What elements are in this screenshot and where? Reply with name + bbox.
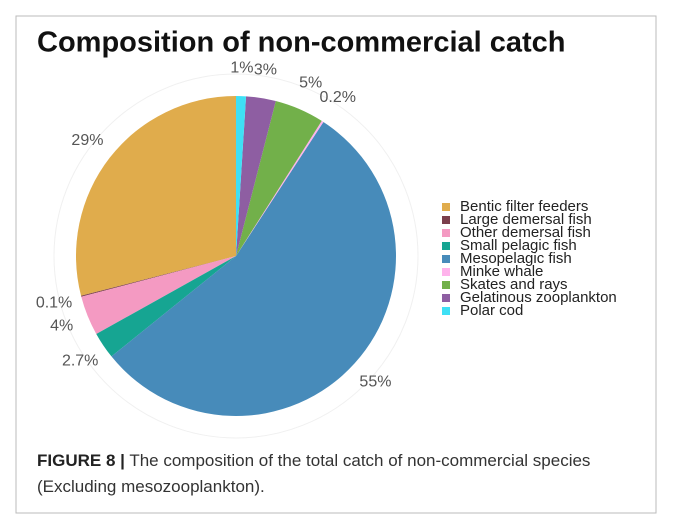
outer-ring — [53, 73, 419, 439]
value-label: 0.2% — [319, 89, 355, 106]
legend-swatch — [442, 203, 450, 211]
caption: FIGURE 8 | The composition of the total … — [37, 448, 647, 500]
legend-label: Skates and rays — [460, 276, 568, 293]
value-label: 5% — [299, 75, 322, 92]
value-label: 1% — [230, 59, 253, 76]
pie-slice — [96, 256, 236, 357]
legend-swatch — [442, 255, 450, 263]
caption-label: FIGURE 8 | — [37, 451, 125, 470]
legend-label: Small pelagic fish — [460, 237, 577, 254]
value-label: 3% — [254, 62, 277, 79]
legend-swatch — [442, 242, 450, 250]
pie-slice — [236, 101, 322, 256]
caption-text: The composition of the total catch of no… — [37, 451, 591, 496]
legend-label: Large demersal fish — [460, 211, 592, 228]
value-label: 2.7% — [62, 352, 98, 369]
pie-slice — [236, 120, 324, 256]
legend-label: Mesopelagic fish — [460, 250, 572, 267]
legend-swatch — [442, 229, 450, 237]
legend-label: Minke whale — [460, 263, 543, 280]
legend-label: Gelatinous zooplankton — [460, 289, 617, 306]
legend-swatch — [442, 307, 450, 315]
value-label: 0.1% — [36, 295, 72, 312]
pie-slice — [75, 96, 237, 296]
chart-title: Composition of non-commercial catch — [37, 27, 566, 59]
legend-label: Other demersal fish — [460, 224, 591, 241]
value-label: 4% — [50, 318, 73, 335]
pie-slice — [236, 96, 276, 256]
pie-slice — [236, 96, 247, 256]
value-label: 55% — [359, 373, 391, 390]
legend-swatch — [442, 268, 450, 276]
pie-slice — [111, 121, 396, 416]
legend-swatch — [442, 216, 450, 224]
legend-swatch — [442, 281, 450, 289]
pie-slice — [81, 256, 236, 297]
value-label: 29% — [71, 132, 103, 149]
legend-label: Polar cod — [460, 302, 523, 319]
frame — [15, 15, 657, 514]
legend-label: Bentic filter feeders — [460, 198, 588, 215]
pie-slice — [81, 256, 237, 334]
legend-swatch — [442, 294, 450, 302]
